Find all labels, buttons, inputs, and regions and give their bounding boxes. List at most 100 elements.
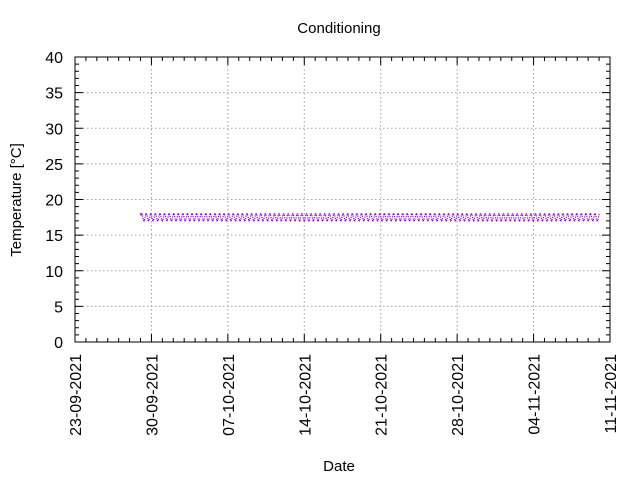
data-point [486, 219, 488, 221]
data-point [244, 219, 246, 222]
data-point [521, 215, 524, 217]
data-point [403, 216, 405, 218]
data-point [481, 217, 483, 219]
data-point [382, 218, 384, 220]
data-point [187, 213, 189, 216]
data-point [496, 219, 498, 221]
data-point [431, 218, 433, 220]
data-point [271, 220, 273, 222]
data-point [298, 217, 300, 219]
data-point [291, 214, 293, 217]
data-point [545, 217, 547, 219]
data-point [425, 214, 427, 216]
data-point [460, 215, 462, 217]
data-point [478, 217, 480, 219]
data-point [311, 217, 314, 219]
data-point [198, 220, 200, 222]
data-point [288, 214, 290, 217]
data-point [239, 219, 242, 222]
data-point [252, 216, 254, 218]
data-point [320, 217, 323, 219]
data-point [377, 220, 379, 222]
data-point [178, 213, 180, 216]
data-point [413, 220, 416, 222]
data-point [506, 217, 508, 219]
data-point [297, 213, 299, 215]
data-point [266, 219, 268, 221]
data-point [190, 213, 193, 216]
data-point [544, 215, 547, 217]
data-point [252, 219, 254, 221]
y-tick-label: 20 [45, 193, 63, 210]
data-point [460, 217, 462, 220]
data-point [533, 217, 535, 219]
data-point [374, 213, 376, 215]
data-point [396, 216, 398, 218]
data-point [416, 214, 418, 216]
data-point [395, 220, 397, 222]
data-point [393, 213, 395, 216]
data-point [329, 213, 331, 215]
data-point [307, 219, 309, 221]
data-point [151, 215, 153, 217]
data-point [536, 219, 538, 221]
data-point [526, 215, 528, 217]
data-point [326, 220, 328, 222]
data-point [197, 218, 199, 220]
data-point [528, 219, 530, 221]
data-point [434, 214, 436, 216]
data-point [280, 219, 282, 221]
data-point [520, 214, 522, 217]
data-point [383, 214, 385, 216]
data-point [173, 213, 175, 216]
data-point [251, 214, 253, 216]
data-point [289, 219, 291, 221]
data-point [584, 214, 586, 216]
data-point [167, 216, 169, 218]
data-point [508, 217, 510, 219]
data-point [509, 219, 511, 221]
data-point [385, 218, 387, 220]
data-point [392, 213, 395, 215]
data-point [506, 214, 508, 217]
axis-ticks [74, 56, 611, 343]
data-point [158, 214, 160, 216]
data-point [398, 216, 400, 218]
data-point [388, 213, 390, 215]
data-point [405, 218, 407, 220]
data-point [388, 213, 391, 216]
data-point [386, 218, 388, 220]
data-point [480, 213, 482, 215]
data-point [348, 215, 350, 217]
data-point [366, 218, 369, 220]
data-point [491, 220, 493, 222]
data-point [349, 220, 351, 222]
data-point [302, 217, 304, 219]
data-point [579, 218, 581, 221]
data-point [366, 215, 368, 217]
grid-lines [75, 57, 610, 342]
data-point [325, 215, 327, 217]
data-point [273, 215, 275, 217]
data-point [417, 218, 419, 220]
data-point [261, 216, 263, 219]
data-point [188, 218, 190, 220]
data-point [412, 218, 415, 220]
data-point [161, 220, 164, 222]
data-point [373, 216, 375, 218]
data-point [302, 214, 304, 217]
data-point [172, 214, 174, 216]
data-point [475, 213, 477, 215]
data-point [311, 215, 313, 217]
data-point [189, 220, 191, 222]
data-point [542, 216, 545, 219]
data-point [426, 218, 428, 220]
data-point [272, 217, 274, 219]
data-point [212, 218, 215, 220]
data-point [298, 219, 300, 221]
data-point [390, 220, 393, 222]
data-point [596, 220, 599, 222]
data-point [165, 218, 167, 220]
data-point [240, 215, 243, 217]
data-point [324, 213, 326, 215]
